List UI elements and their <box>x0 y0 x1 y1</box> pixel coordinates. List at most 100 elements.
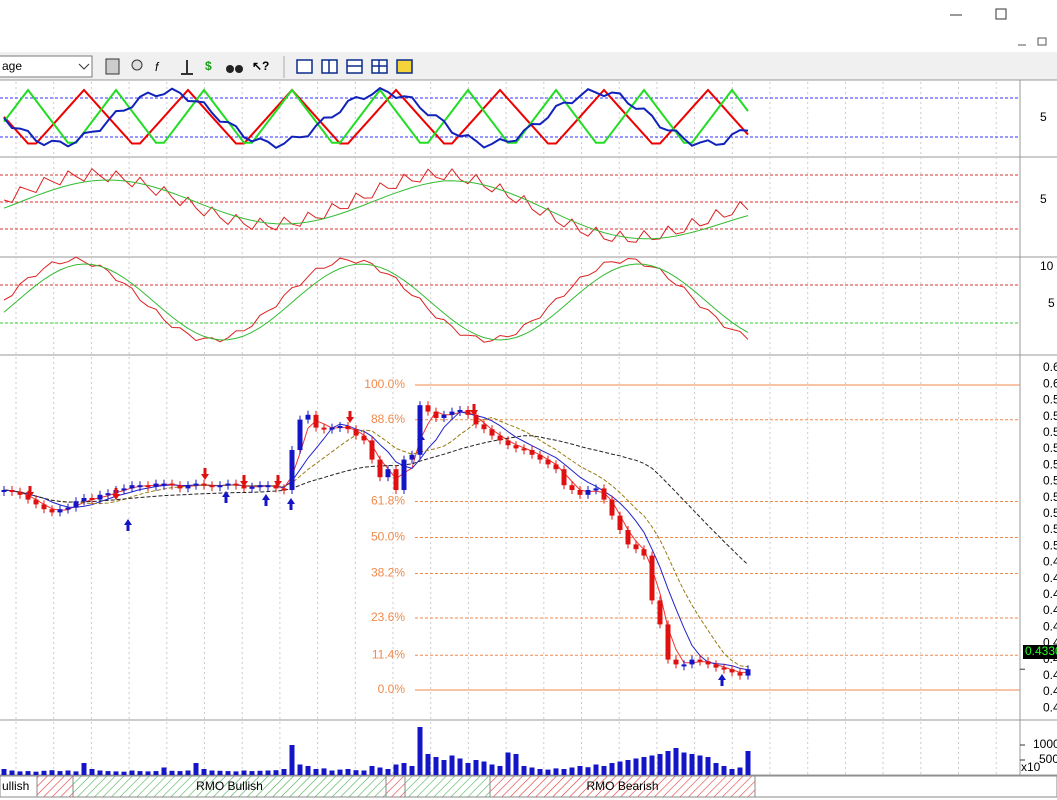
axis-label: 10 <box>1040 259 1054 273</box>
fib-label: 38.2% <box>371 566 405 580</box>
price-axis-label: 0.6 <box>1043 360 1057 374</box>
fib-label: 0.0% <box>378 682 406 696</box>
volume-bar <box>497 766 503 775</box>
candle <box>705 661 711 665</box>
buy-arrow <box>287 498 295 510</box>
price-axis-label: 0.5 <box>1043 393 1057 407</box>
volume-bar <box>145 771 151 775</box>
candle <box>217 485 223 488</box>
tool-icon[interactable]: ↖? <box>252 59 269 73</box>
tool-icon[interactable]: f <box>155 60 160 74</box>
candle <box>161 483 167 486</box>
signal-segment <box>404 775 491 798</box>
volume-bar <box>137 771 143 775</box>
candle <box>425 405 431 412</box>
buy-arrow <box>262 494 270 506</box>
candle <box>193 483 199 486</box>
price-axis-label: 0.4 <box>1043 668 1057 682</box>
volume-bar <box>185 770 191 775</box>
volume-bar <box>233 771 239 775</box>
volume-bar <box>393 764 399 775</box>
candle <box>585 490 591 495</box>
tool-icon[interactable] <box>181 60 193 75</box>
candle <box>521 448 527 451</box>
candle <box>441 414 447 418</box>
candle <box>249 486 255 489</box>
moving-average <box>3 410 748 673</box>
layout-icons[interactable] <box>296 59 413 74</box>
volume-bar <box>369 766 375 775</box>
candle <box>553 464 559 470</box>
candle <box>121 488 127 491</box>
candle <box>473 414 479 425</box>
candle <box>281 488 287 491</box>
volume-bar <box>273 770 279 775</box>
candle <box>513 445 519 449</box>
candle <box>497 435 503 441</box>
volume-bar <box>33 771 39 775</box>
candle <box>169 483 175 486</box>
price-axis-label: 0.4 <box>1043 587 1057 601</box>
child-restore[interactable] <box>1037 37 1047 46</box>
volume-bar <box>705 757 711 775</box>
tool-dollar[interactable]: $ <box>205 59 212 73</box>
candle <box>25 494 31 500</box>
volume-bar <box>697 755 703 775</box>
combo-box[interactable] <box>0 55 93 78</box>
volume-bar <box>401 763 407 775</box>
volume-bar <box>417 727 423 775</box>
osc-red <box>3 88 749 145</box>
tool-icon[interactable] <box>131 59 143 71</box>
volume-bar <box>745 751 751 775</box>
volume-bar <box>657 754 663 775</box>
fib-label: 23.6% <box>371 610 405 624</box>
volume-bar <box>209 770 215 775</box>
volume-bar <box>25 771 31 775</box>
volume-bar <box>553 768 559 775</box>
volume-bar <box>481 761 487 775</box>
volume-bar <box>353 770 359 775</box>
candle <box>49 509 55 513</box>
candle <box>665 624 671 660</box>
candle <box>57 509 63 513</box>
candle <box>537 454 543 460</box>
tool-icon[interactable] <box>105 58 120 75</box>
volume-bar <box>121 771 127 775</box>
price-axis-label: 0.5 <box>1043 441 1057 455</box>
volume-bar <box>521 766 527 775</box>
tool-icon[interactable] <box>226 65 234 73</box>
candle <box>337 426 343 428</box>
sell-arrow <box>201 468 209 480</box>
volume-bar <box>569 767 575 775</box>
candle <box>657 600 663 625</box>
fib-label: 88.6% <box>371 412 405 426</box>
sell-arrow <box>112 488 120 500</box>
osc2-red <box>3 167 749 243</box>
volume-bar <box>281 769 287 775</box>
volume-bar <box>409 766 415 775</box>
candle <box>177 485 183 489</box>
fib-label: 100.0% <box>364 377 405 391</box>
maximize-button[interactable] <box>995 8 1007 20</box>
candle <box>17 491 23 495</box>
volume-bar <box>617 761 623 775</box>
volume-bar <box>113 771 119 775</box>
volume-bar <box>305 766 311 775</box>
signal-label: RMO Bullish <box>196 779 263 793</box>
candle <box>33 499 39 505</box>
candle <box>137 485 143 488</box>
candle <box>329 427 335 430</box>
osc-green <box>3 88 749 144</box>
tool-icon[interactable] <box>235 65 243 73</box>
volume-bar <box>489 764 495 775</box>
price-axis-label: 0.5 <box>1043 457 1057 471</box>
volume-bar <box>713 763 719 775</box>
volume-bar <box>689 754 695 775</box>
candle <box>153 483 159 487</box>
candle <box>745 669 751 676</box>
volume-bar <box>161 767 167 775</box>
volume-bar <box>633 758 639 775</box>
volume-bar <box>129 770 135 775</box>
candle <box>681 664 687 667</box>
volume-bar <box>577 766 583 775</box>
